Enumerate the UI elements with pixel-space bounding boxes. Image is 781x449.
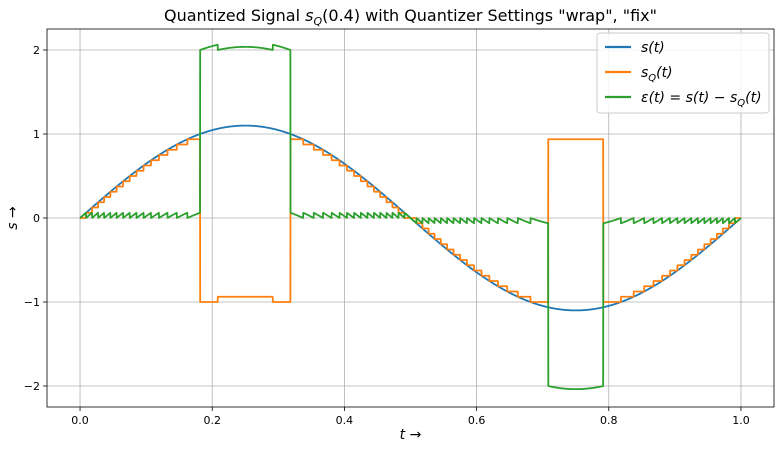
legend-entry-label: ε(t) = s(t) − sQ(t) [641,90,762,109]
y-axis-label: s → [5,206,21,230]
legend-entry-symbol: ε(t) = s(t) − s [641,90,737,106]
legend-box [596,32,770,114]
y-tick-label: 2 [33,44,40,57]
title-subscript: Q [313,15,322,28]
x-axis-label: t → [400,427,422,443]
x-tick-label: 0.0 [71,414,89,427]
legend-entry-label: s(t) [641,40,665,56]
tick-layer: 0.0 0.2 0.4 0.6 0.8 1.0 −2 −1 0 1 2 [24,44,750,427]
x-tick-label: 1.0 [732,414,750,427]
legend-entry-subscript: Q [648,73,656,84]
legend-entry-symbol: s [641,40,648,56]
y-tick-label: 0 [33,212,40,225]
legend: s(t)sQ(t)ε(t) = s(t) − sQ(t) [596,32,770,114]
legend-entry-symbol: s [641,65,648,81]
legend-entry-label: sQ(t) [641,65,673,84]
y-tick-label: 1 [33,128,40,141]
title-prefix: Quantized Signal [164,6,305,25]
legend-entry-rest: (t) [745,90,761,106]
x-tick-label: 0.6 [468,414,486,427]
quantization-error-line [79,43,742,391]
x-tick-label: 0.4 [336,414,354,427]
y-tick-label: −2 [24,380,40,393]
series-layer [79,43,742,391]
chart-title: Quantized Signal sQ(0.4) with Quantizer … [164,6,657,28]
title-suffix: (0.4) with Quantizer Settings "wrap", "f… [322,6,657,25]
x-tick-label: 0.8 [600,414,618,427]
legend-entry-subscript: Q [737,98,745,109]
quantized-signal-line [79,138,742,303]
legend-entry-rest: (t) [648,40,664,56]
legend-entry-rest: (t) [656,65,672,81]
title-symbol: s [305,6,313,25]
y-tick-label: −1 [24,296,40,309]
x-tick-label: 0.2 [203,414,221,427]
